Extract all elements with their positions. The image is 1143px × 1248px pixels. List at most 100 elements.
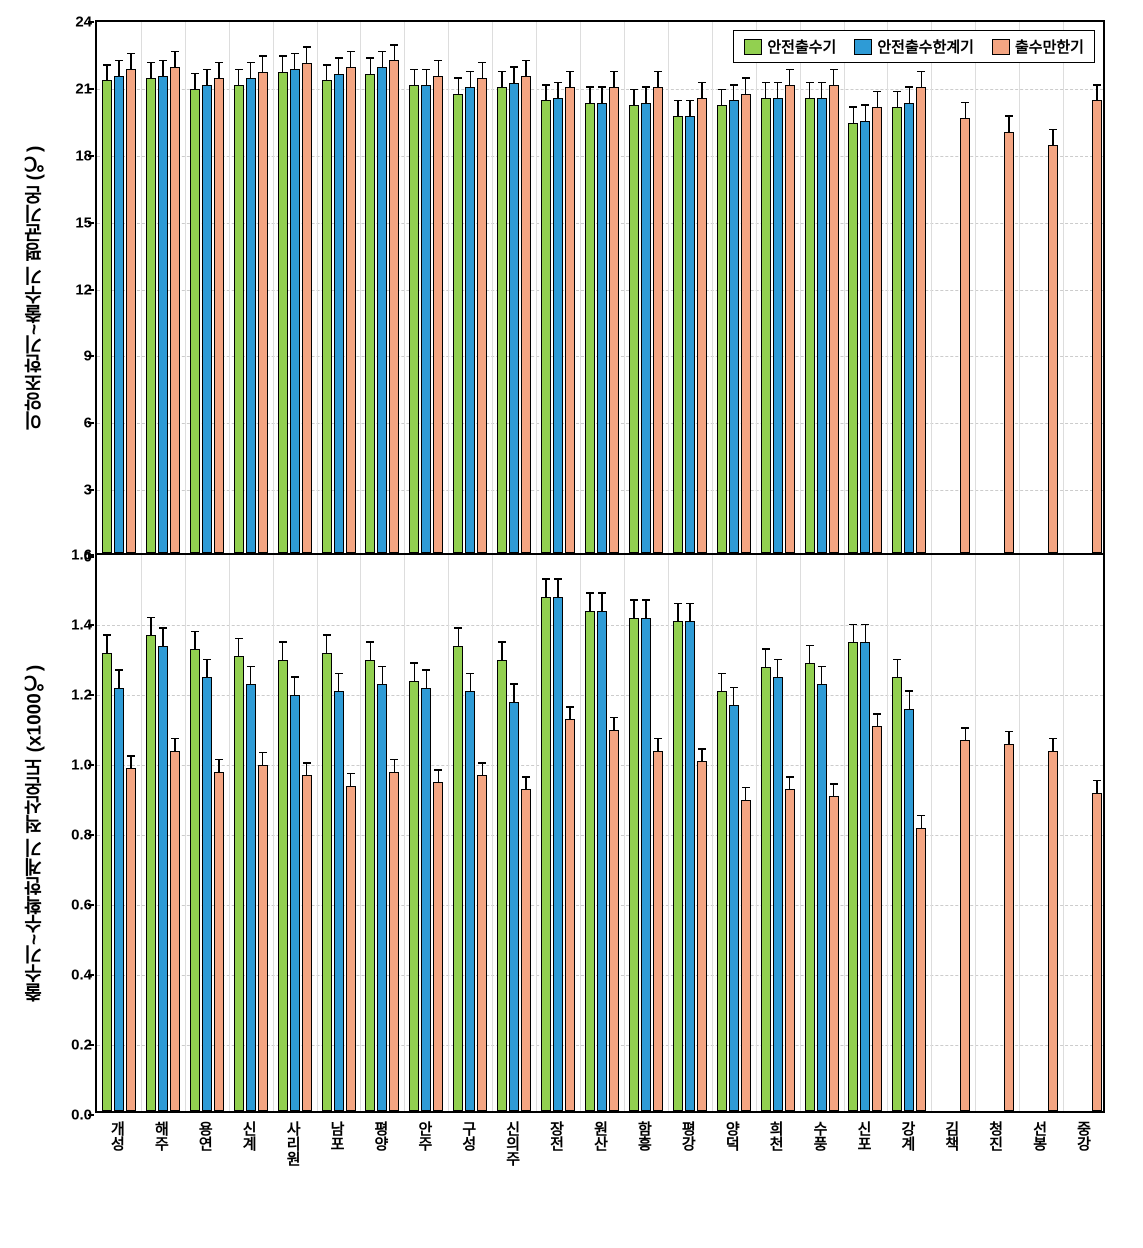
bottom-panel: 출수기~수확한계기 적산온도 (x1000℃) 0.00.20.40.60.81… <box>20 553 1123 1113</box>
error-bar <box>370 642 372 660</box>
error-cap <box>323 64 331 66</box>
error-bar <box>238 69 240 85</box>
error-bar <box>238 639 240 657</box>
error-cap <box>774 659 782 661</box>
error-bar <box>701 83 703 99</box>
error-bar <box>613 717 615 729</box>
bar <box>302 63 312 553</box>
error-bar <box>218 63 220 79</box>
error-cap <box>410 662 418 664</box>
error-cap <box>917 71 925 73</box>
error-cap <box>1093 84 1101 86</box>
error-cap <box>390 44 398 46</box>
bar <box>1092 100 1102 553</box>
error-bar <box>501 642 503 660</box>
error-cap <box>1049 738 1057 740</box>
error-bar <box>470 674 472 692</box>
error-cap <box>510 66 518 68</box>
error-bar <box>633 89 635 105</box>
error-bar <box>525 777 527 789</box>
error-cap <box>303 46 311 48</box>
error-bar <box>513 67 515 83</box>
error-cap <box>806 645 814 647</box>
bar <box>465 691 475 1111</box>
bar <box>1004 132 1014 553</box>
error-bar <box>262 56 264 72</box>
error-bar <box>921 72 923 88</box>
error-cap <box>961 727 969 729</box>
x-tick-label: 선봉 <box>1029 1121 1050 1151</box>
x-tick-label: 신의주 <box>502 1121 523 1166</box>
bar <box>872 726 882 1111</box>
error-cap <box>115 669 123 671</box>
bottom-y-axis-label: 출수기~수확한계기 적산온도 (x1000℃) <box>20 553 50 1113</box>
error-cap <box>378 51 386 53</box>
error-bar <box>689 604 691 622</box>
bar <box>102 653 112 1112</box>
error-cap <box>774 82 782 84</box>
error-bar <box>130 756 132 768</box>
error-bar <box>657 738 659 750</box>
bar <box>202 85 212 553</box>
bar <box>433 782 443 1111</box>
error-bar <box>174 51 176 67</box>
error-cap <box>215 759 223 761</box>
error-cap <box>279 641 287 643</box>
legend-label: 안전출수기 <box>767 36 836 57</box>
x-tick-label: 장전 <box>546 1121 567 1151</box>
bar <box>278 660 288 1112</box>
bar <box>453 94 463 553</box>
error-bar <box>294 677 296 695</box>
error-bar <box>482 63 484 79</box>
error-bar <box>745 787 747 799</box>
bar <box>453 646 463 1112</box>
error-bar <box>777 660 779 678</box>
bar <box>365 74 375 553</box>
bar <box>146 635 156 1111</box>
error-bar <box>470 72 472 88</box>
error-cap <box>466 673 474 675</box>
error-bar <box>382 667 384 685</box>
error-cap <box>674 100 682 102</box>
bar <box>673 621 683 1111</box>
error-cap <box>566 71 574 73</box>
bar <box>629 618 639 1112</box>
bar <box>421 688 431 1112</box>
error-bar <box>613 72 615 88</box>
error-bar <box>118 60 120 76</box>
x-tick-label: 강계 <box>897 1121 918 1151</box>
bar <box>234 656 244 1111</box>
error-bar <box>777 83 779 99</box>
bar <box>497 87 507 553</box>
bar <box>477 78 487 553</box>
legend-item: 출수만한기 <box>992 36 1084 57</box>
top-panel: 이앙조한기~출수기 평균기온 (℃) 안전출수기안전출수한계기출수만한기 036… <box>20 20 1123 555</box>
bar <box>509 702 519 1112</box>
x-tick-label: 수풍 <box>809 1121 830 1151</box>
error-bar <box>833 69 835 85</box>
error-bar <box>645 600 647 618</box>
bar <box>805 98 815 553</box>
error-bar <box>394 45 396 61</box>
bar <box>848 123 858 553</box>
error-bar <box>721 674 723 692</box>
x-tick-label: 사리원 <box>282 1121 303 1166</box>
bar <box>805 663 815 1111</box>
x-axis-labels: 개성해주용연신계사리원남포평양안주구성신의주장전원산함흥평강양덕희천수풍신포강계… <box>95 1113 1105 1173</box>
error-bar <box>194 74 196 90</box>
bar <box>278 72 288 554</box>
x-tick-label: 원산 <box>590 1121 611 1151</box>
bar <box>214 78 224 553</box>
error-bar <box>789 69 791 85</box>
error-cap <box>279 55 287 57</box>
y-tick-label: 24 <box>52 14 92 31</box>
error-cap <box>718 673 726 675</box>
bar <box>773 677 783 1111</box>
error-cap <box>522 776 530 778</box>
error-bar <box>350 773 352 785</box>
legend-swatch <box>744 39 762 55</box>
error-cap <box>1049 129 1057 131</box>
x-tick-label: 희천 <box>765 1121 786 1151</box>
error-cap <box>873 713 881 715</box>
error-cap <box>630 599 638 601</box>
